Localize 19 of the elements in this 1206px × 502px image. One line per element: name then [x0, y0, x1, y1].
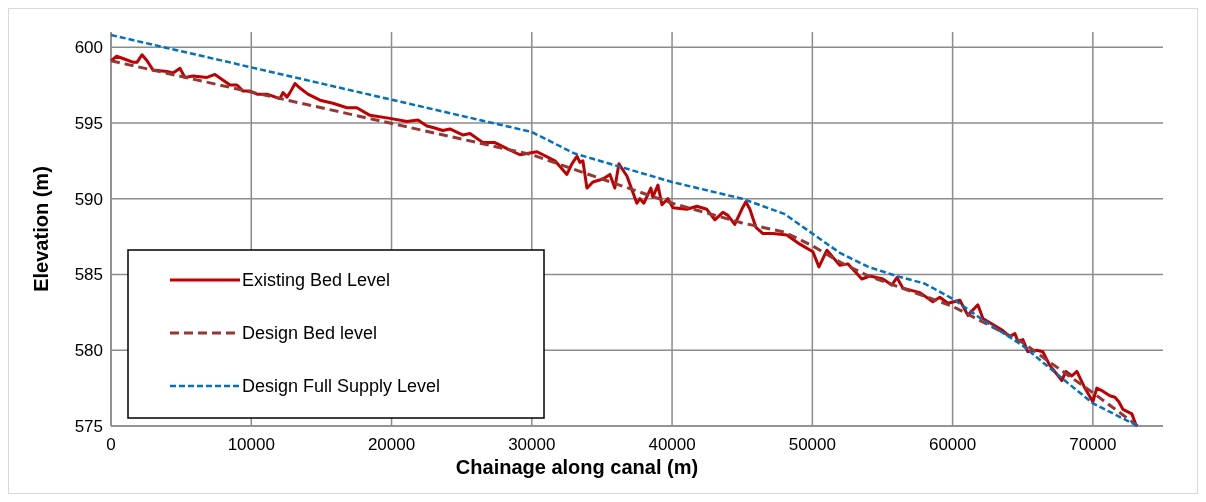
x-tick-label: 10000	[227, 435, 275, 454]
x-tick-label: 20000	[367, 435, 416, 454]
x-tick-label: 0	[106, 435, 116, 454]
x-tick-label: 30000	[508, 435, 556, 454]
y-tick-label: 590	[74, 189, 103, 209]
x-tick-label: 70000	[1069, 435, 1117, 454]
x-tick-label: 60000	[928, 435, 977, 454]
x-axis-title: Chainage along canal (m)	[455, 456, 699, 478]
y-tick-label: 575	[74, 417, 103, 436]
legend-label: Design Bed level	[242, 323, 378, 343]
x-tick-label: 40000	[648, 435, 696, 454]
y-tick-label: 600	[74, 38, 103, 58]
legend-label: Existing Bed Level	[242, 270, 391, 290]
legend-label: Design Full Supply Level	[242, 376, 441, 396]
y-tick-label: 580	[74, 341, 103, 361]
y-tick-label: 585	[74, 265, 103, 285]
y-tick-label: 595	[74, 113, 103, 133]
y-axis-title: Elevation (m)	[30, 166, 52, 292]
x-tick-label: 50000	[788, 435, 836, 454]
